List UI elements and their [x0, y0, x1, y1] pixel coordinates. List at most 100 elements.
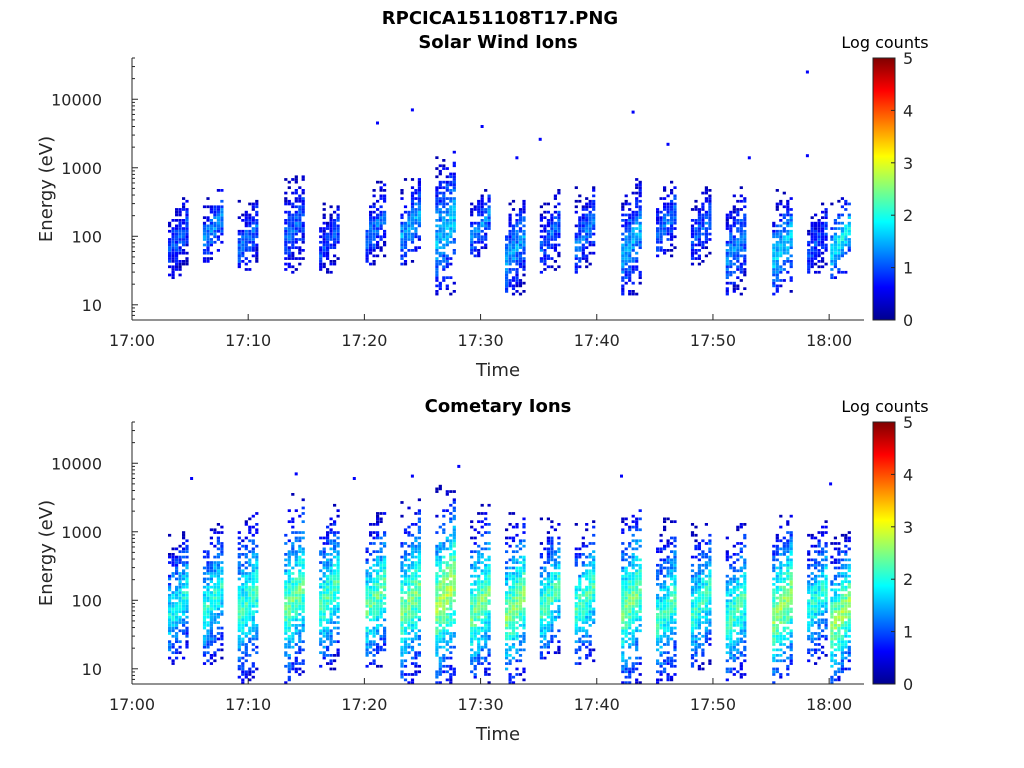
heatmap-cell	[213, 574, 217, 578]
heatmap-cell	[255, 205, 259, 209]
heatmap-cell	[336, 509, 340, 513]
heatmap-cell	[369, 588, 373, 592]
heatmap-cell	[522, 637, 526, 641]
heatmap-cell	[546, 588, 550, 592]
heatmap-cell	[704, 227, 708, 230]
heatmap-cell	[539, 249, 543, 252]
heatmap-cell	[301, 583, 305, 586]
heatmap-cell	[585, 232, 589, 236]
heatmap-cell	[438, 583, 442, 586]
heatmap-cell	[480, 219, 484, 222]
heatmap-cell	[294, 553, 298, 556]
heatmap-cell	[515, 525, 519, 529]
heatmap-cell	[216, 585, 220, 589]
heatmap-cell	[449, 553, 453, 556]
heatmap-cell	[365, 569, 369, 573]
heatmap-cell	[732, 251, 736, 255]
heatmap-cell	[487, 591, 491, 594]
heatmap-cell	[255, 624, 259, 627]
heatmap-cell	[168, 610, 172, 614]
heatmap-cell	[487, 593, 491, 597]
heatmap-cell	[557, 607, 561, 611]
heatmap-cell	[206, 659, 210, 663]
heatmap-cell	[621, 249, 625, 252]
heatmap-cell	[452, 213, 456, 217]
heatmap-cell	[298, 555, 302, 559]
heatmap-cell	[585, 588, 589, 592]
heatmap-cell	[435, 632, 439, 635]
heatmap-cell	[220, 648, 224, 652]
heatmap-cell	[449, 240, 453, 244]
heatmap-cell	[298, 629, 302, 633]
heatmap-cell	[631, 580, 635, 584]
heatmap-cell	[824, 227, 828, 230]
heatmap-cell	[403, 243, 408, 247]
heatmap-cell	[624, 681, 628, 685]
heatmap-cell	[206, 596, 210, 600]
heatmap-cell	[244, 243, 248, 247]
heatmap-cell	[376, 229, 380, 233]
heatmap-cell	[581, 640, 585, 644]
heatmap-cell	[442, 232, 446, 236]
heatmap-cell	[621, 583, 625, 586]
heatmap-cell	[775, 284, 779, 288]
heatmap-cell	[383, 577, 387, 581]
heatmap-cell	[298, 536, 302, 540]
heatmap-cell	[237, 555, 241, 559]
heatmap-cell	[670, 227, 674, 230]
heatmap-cell	[670, 235, 674, 239]
heatmap-cell	[287, 262, 291, 266]
heatmap-cell	[400, 227, 404, 230]
heatmap-cell	[449, 191, 453, 195]
heatmap-cell	[786, 270, 790, 274]
heatmap-cell	[209, 210, 213, 214]
heatmap-cell	[445, 180, 449, 184]
heatmap-cell	[248, 202, 252, 206]
heatmap-cell	[480, 599, 484, 603]
heatmap-cell	[369, 662, 373, 665]
heatmap-cell	[376, 254, 380, 258]
heatmap-cell	[336, 558, 340, 562]
heatmap-cell	[301, 498, 305, 502]
heatmap-cell	[484, 566, 488, 570]
heatmap-cell	[403, 227, 408, 230]
heatmap-cell	[410, 681, 415, 685]
heatmap-cell	[631, 281, 635, 285]
heatmap-cell	[484, 645, 488, 649]
heatmap-cell	[789, 235, 793, 239]
heatmap-cell	[484, 643, 488, 646]
heatmap-cell	[775, 202, 779, 206]
heatmap-cell	[291, 525, 295, 529]
heatmap-cell	[291, 517, 295, 521]
heatmap-cell	[810, 262, 814, 266]
heatmap-cell	[376, 583, 380, 586]
heatmap-cell	[704, 216, 708, 220]
heatmap-cell	[319, 618, 323, 622]
heatmap-cell	[708, 189, 712, 192]
x-tick-label: 17:40	[574, 331, 620, 350]
heatmap-cell	[452, 580, 456, 584]
heatmap-cell	[171, 574, 175, 578]
heatmap-cell	[837, 251, 841, 255]
heatmap-cell	[365, 558, 369, 562]
heatmap-cell	[251, 593, 255, 597]
heatmap-cell	[638, 189, 642, 192]
outlier-cell	[410, 108, 414, 112]
heatmap-cell	[237, 262, 241, 266]
heatmap-cell	[807, 249, 811, 252]
heatmap-cell	[546, 531, 550, 534]
heatmap-cell	[697, 254, 701, 258]
heatmap-cell	[449, 569, 453, 573]
heatmap-cell	[442, 599, 446, 603]
heatmap-cell	[202, 260, 207, 263]
heatmap-cell	[585, 615, 589, 619]
heatmap-cell	[438, 585, 442, 589]
heatmap-cell	[505, 276, 509, 280]
heatmap-cell	[400, 240, 404, 244]
heatmap-cell	[477, 577, 481, 581]
heatmap-cell	[301, 536, 305, 540]
heatmap-cell	[732, 208, 736, 211]
heatmap-cell	[301, 208, 305, 211]
heatmap-cell	[473, 566, 477, 570]
heatmap-cell	[185, 219, 189, 222]
